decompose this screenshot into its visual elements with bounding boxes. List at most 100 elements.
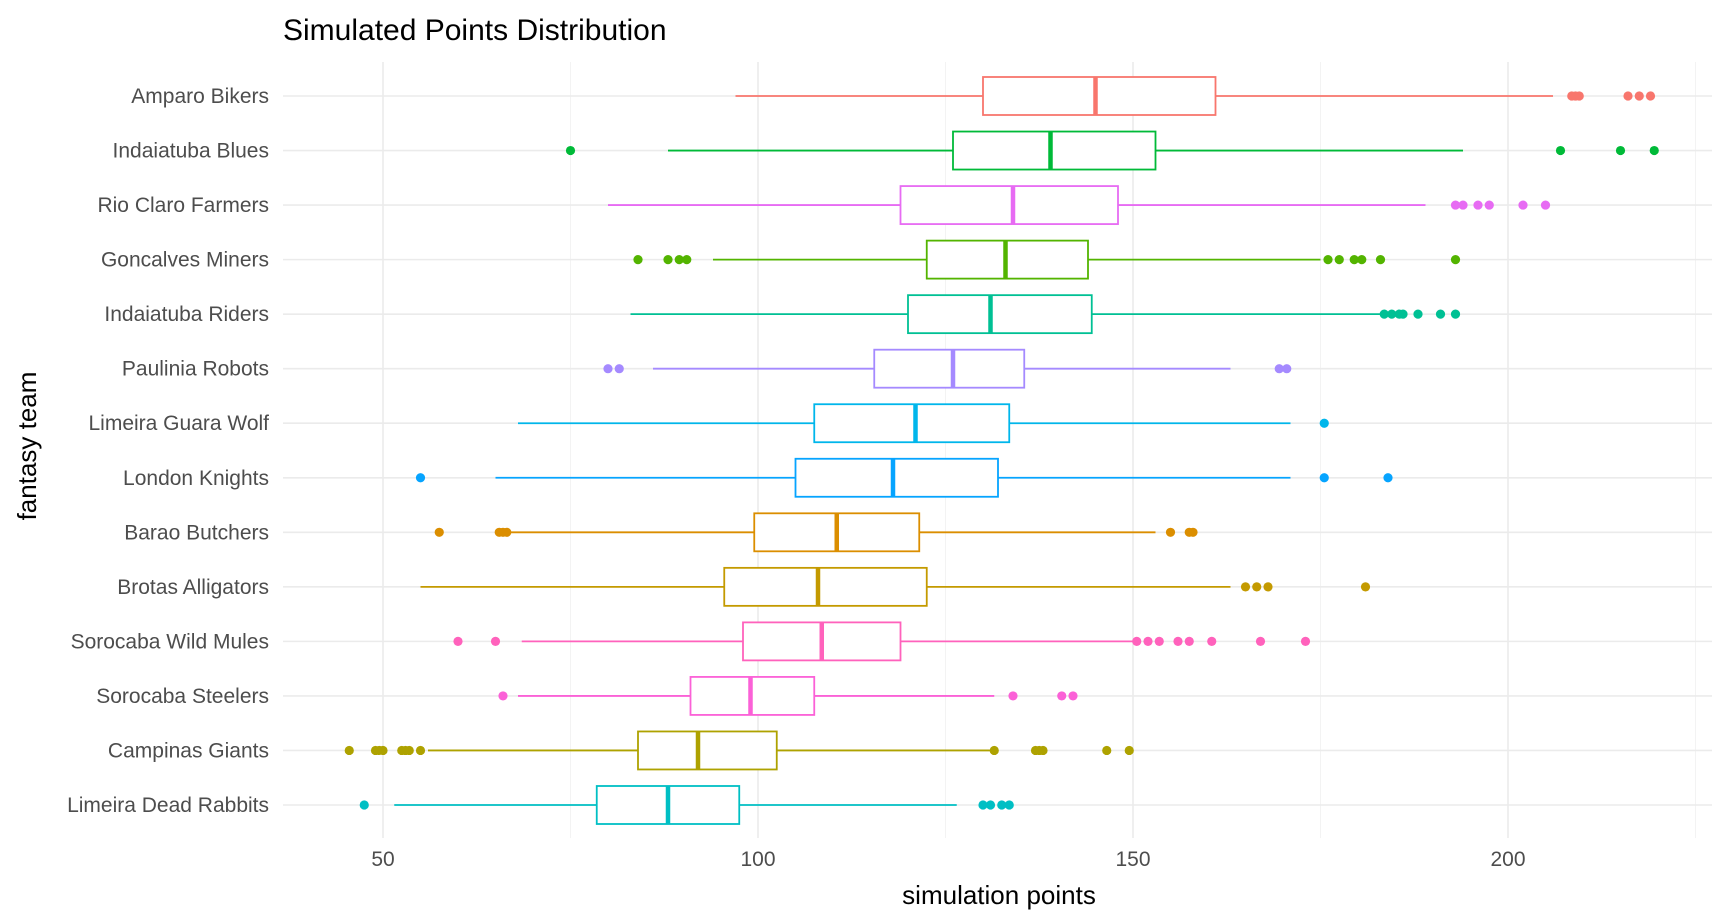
outlier-point — [985, 800, 996, 810]
outlier-point — [1143, 636, 1153, 646]
iqr-box — [873, 348, 1026, 389]
outlier-point — [1398, 309, 1408, 319]
outlier-point — [1540, 200, 1551, 210]
box-goncalves-miners — [633, 239, 1461, 280]
box-campinas-giants — [344, 730, 1134, 771]
iqr-box — [907, 294, 1093, 335]
outlier-point — [502, 527, 512, 537]
outlier-point — [1574, 91, 1584, 101]
outlier-point — [1274, 364, 1284, 374]
y-tick-label: Indaiatuba Blues — [113, 140, 269, 163]
outlier-point — [344, 745, 354, 756]
x-axis-title: simulation points — [902, 880, 1096, 910]
outlier-point — [674, 255, 684, 265]
outlier-point — [1383, 473, 1393, 483]
x-tick-labels: 50 100 150 200 — [371, 848, 1525, 871]
outlier-point — [415, 745, 426, 756]
outlier-point — [498, 691, 508, 701]
outlier-point — [1240, 582, 1251, 592]
y-tick-label: Barao Butchers — [124, 521, 269, 544]
x-tick-label: 50 — [371, 848, 394, 871]
outlier-point — [1360, 582, 1371, 592]
y-tick-label: Indaiatuba Riders — [104, 303, 269, 326]
outlier-point — [1282, 364, 1292, 374]
y-tick-label: Limeira Dead Rabbits — [67, 794, 269, 817]
outlier-point — [989, 745, 999, 756]
outlier-point — [415, 473, 426, 483]
outlier-point — [1473, 200, 1483, 210]
outlier-point — [1413, 309, 1423, 319]
y-tick-label: Amparo Bikers — [131, 85, 269, 108]
outlier-point — [1555, 145, 1566, 156]
outlier-point — [1038, 745, 1048, 756]
y-axis-title: fantasy team — [12, 372, 42, 521]
x-tick-label: 200 — [1490, 848, 1525, 871]
box-indaiatuba-riders — [630, 294, 1461, 335]
outlier-point — [1068, 691, 1078, 701]
box-limeira-guara-wolf — [518, 403, 1329, 444]
outlier-point — [1008, 691, 1018, 701]
outlier-point — [1300, 636, 1311, 646]
iqr-box — [813, 403, 1011, 444]
outlier-point — [1124, 745, 1134, 756]
outlier-point — [565, 145, 576, 156]
outlier-point — [1188, 527, 1198, 537]
outlier-point — [1132, 636, 1142, 646]
outlier-point — [1334, 255, 1344, 265]
outlier-point — [603, 364, 613, 374]
box-layer — [344, 76, 1659, 825]
outlier-point — [1615, 145, 1626, 156]
outlier-point — [1518, 200, 1528, 210]
outlier-point — [1379, 309, 1389, 319]
outlier-point — [1645, 91, 1656, 101]
outlier-point — [1263, 582, 1273, 592]
y-tick-label: Rio Claro Farmers — [97, 194, 269, 217]
iqr-box — [952, 130, 1157, 171]
outlier-point — [1349, 255, 1359, 265]
box-sorocaba-steelers — [498, 676, 1078, 716]
outlier-point — [997, 800, 1007, 810]
outlier-point — [1450, 200, 1461, 210]
iqr-box — [899, 185, 1119, 225]
outlier-point — [1319, 473, 1329, 483]
x-tick-label: 150 — [1115, 848, 1150, 871]
outlier-point — [1165, 527, 1176, 537]
outlier-point — [1357, 255, 1367, 265]
outlier-point — [1323, 255, 1333, 265]
chart-title: Simulated Points Distribution — [283, 14, 667, 47]
box-london-knights — [415, 457, 1393, 498]
box-brotas-alligators — [420, 566, 1371, 607]
outlier-point — [1623, 91, 1633, 101]
y-tick-label: Sorocaba Steelers — [96, 685, 269, 708]
outlier-point — [1450, 255, 1461, 265]
outlier-point — [682, 255, 692, 265]
outlier-point — [1102, 745, 1112, 756]
x-tick-label: 100 — [740, 848, 775, 871]
y-tick-label: Brotas Alligators — [117, 576, 269, 599]
outlier-point — [1319, 418, 1329, 428]
outlier-point — [1207, 636, 1217, 646]
outlier-point — [1458, 200, 1468, 210]
outlier-point — [1484, 200, 1494, 210]
outlier-point — [404, 745, 414, 756]
outlier-point — [1154, 636, 1164, 646]
outlier-point — [1435, 309, 1446, 319]
outlier-point — [1387, 309, 1397, 319]
y-tick-labels: Amparo Bikers Indaiatuba Blues Rio Claro F… — [67, 85, 269, 817]
iqr-box — [794, 457, 999, 498]
y-tick-label: Limeira Guara Wolf — [88, 412, 269, 435]
outlier-point — [1173, 636, 1183, 646]
y-tick-label: Paulinia Robots — [122, 358, 269, 381]
iqr-box — [637, 730, 778, 771]
box-barao-butchers — [434, 512, 1198, 553]
outlier-point — [1634, 91, 1644, 101]
box-limeira-dead-rabbits — [359, 785, 1014, 825]
outlier-point — [1255, 636, 1266, 646]
box-rio-claro-farmers — [608, 185, 1551, 225]
box-amparo-bikers — [735, 76, 1656, 116]
iqr-box — [982, 76, 1217, 116]
y-tick-label: Sorocaba Wild Mules — [71, 630, 269, 653]
outlier-point — [1252, 582, 1262, 592]
